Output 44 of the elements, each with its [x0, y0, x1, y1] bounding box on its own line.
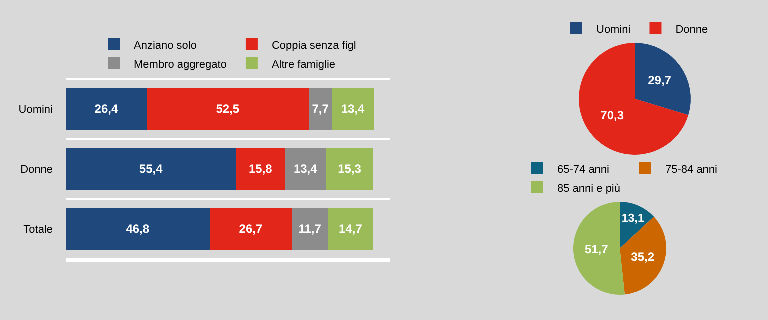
bar	[308, 88, 333, 130]
legend-label: 85 anni e più	[558, 182, 620, 195]
legend-label: 65-74 anni	[558, 164, 610, 176]
y-tick-label: Donne	[20, 164, 53, 176]
bar	[210, 208, 292, 250]
legend-label: Anziano solo	[134, 40, 197, 52]
data-label: 15,3	[338, 162, 362, 176]
bar	[285, 148, 326, 190]
data-label: 46,8	[126, 222, 150, 236]
pie-slice	[635, 43, 691, 116]
bar	[147, 88, 309, 130]
bar	[66, 148, 237, 190]
data-label: 7,7	[312, 102, 330, 116]
data-label: 51,7	[584, 242, 609, 257]
pie-slice	[620, 202, 654, 248]
y-tick-label: Uomini	[18, 104, 53, 116]
bar	[326, 148, 374, 190]
data-label: 13,4	[341, 102, 366, 116]
data-label: 14,7	[339, 222, 363, 236]
data-label: 35,2	[631, 250, 655, 264]
legend-label: Donne	[676, 24, 708, 36]
data-label: 26,4	[94, 102, 118, 116]
bar	[332, 88, 374, 130]
legend-label: Altre famiglie	[272, 58, 336, 71]
data-label: 13,4	[294, 162, 318, 176]
legend-label: 75-84 anni	[666, 164, 718, 176]
data-label: 55,4	[139, 162, 164, 176]
data-label: 15,8	[248, 162, 273, 176]
legend-label: Coppia senza figl	[272, 40, 356, 52]
bar	[66, 88, 148, 130]
data-label: 26,7	[239, 222, 263, 236]
pie-slice	[579, 43, 689, 155]
bar	[66, 208, 210, 250]
data-label: 13,1	[622, 212, 645, 225]
bar	[236, 148, 286, 190]
legend-label: Uomini	[596, 24, 631, 36]
bar	[292, 208, 328, 250]
legend-label: Membro aggregato	[134, 58, 227, 71]
bar	[328, 208, 374, 250]
data-label: 70,3	[600, 108, 624, 123]
data-label: 52,5	[216, 102, 240, 116]
data-label: 29,7	[648, 74, 672, 88]
data-label: 11,7	[298, 222, 322, 236]
y-tick-label: Totale	[24, 224, 53, 236]
